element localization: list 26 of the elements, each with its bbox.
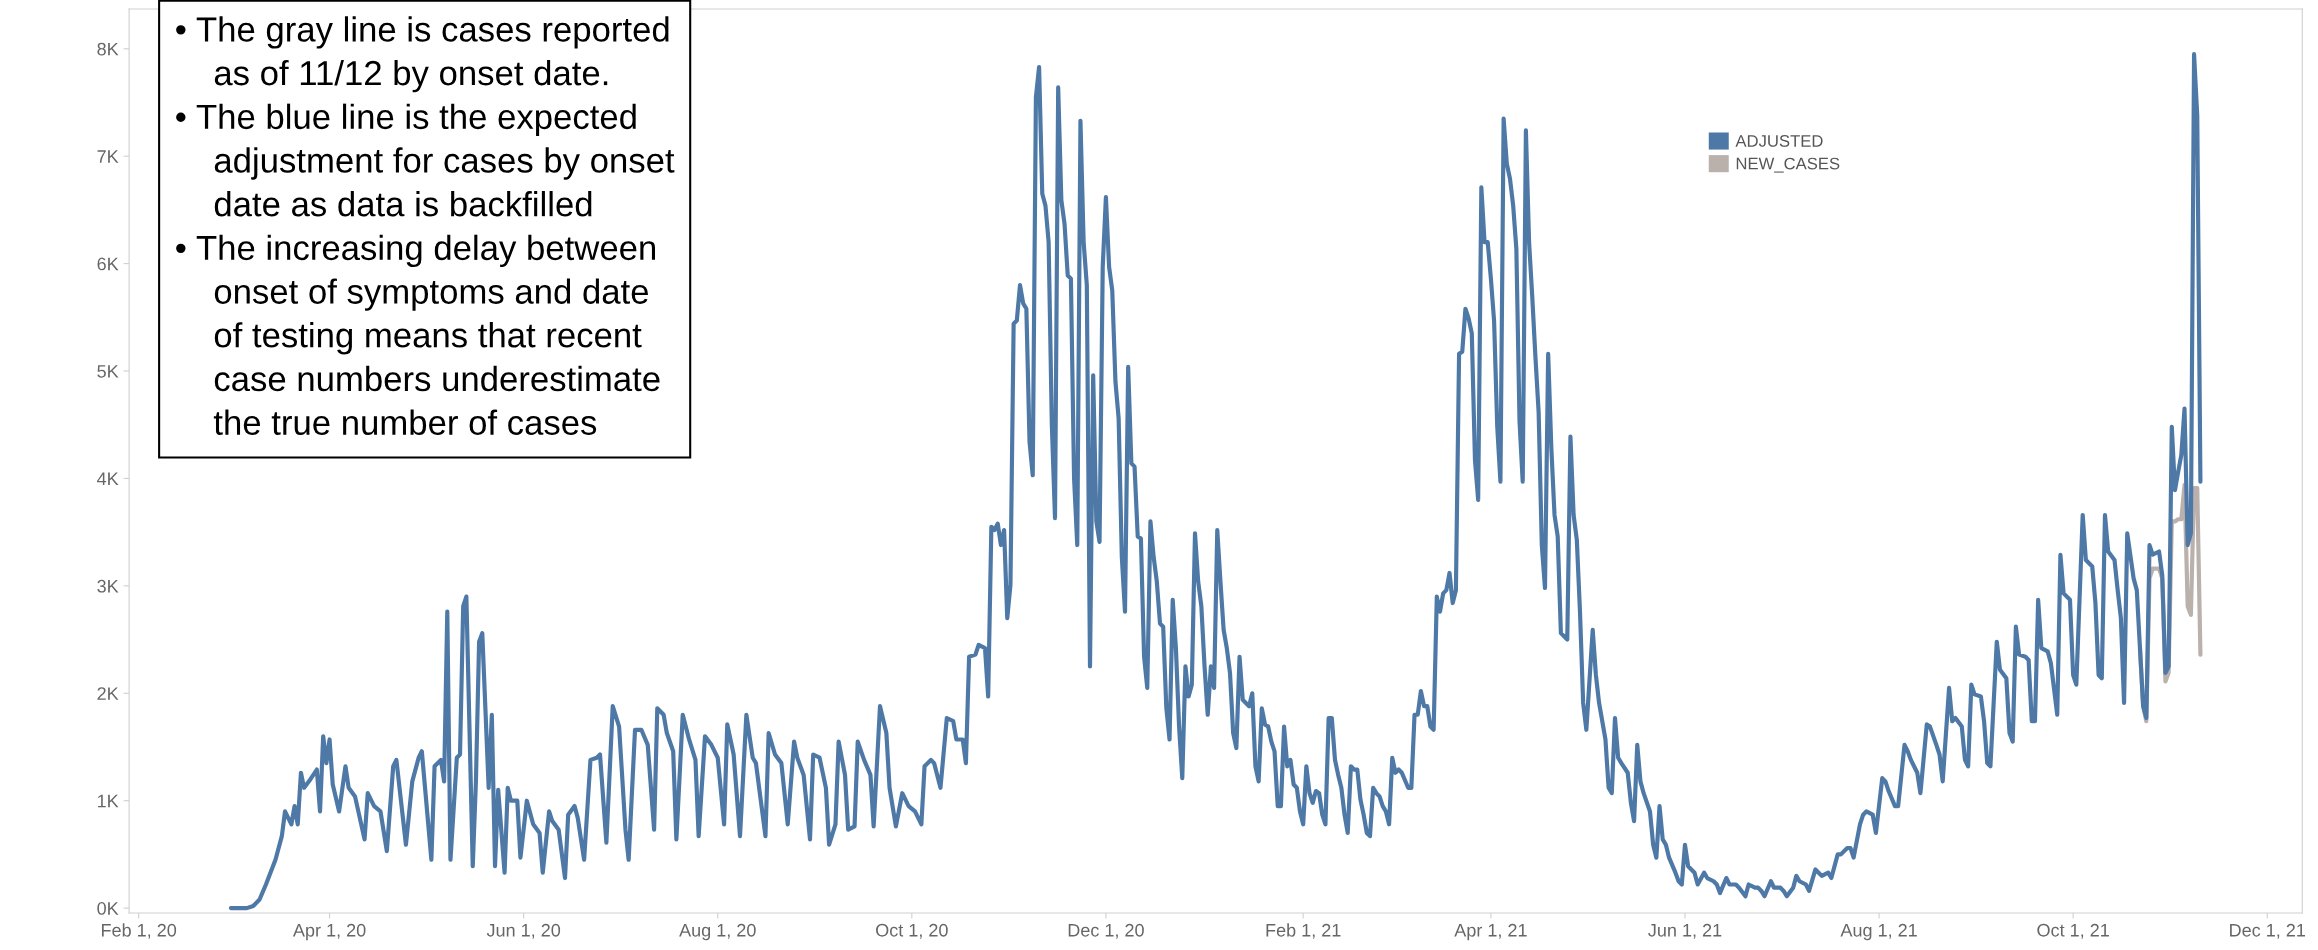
x-tick-label: Apr 1, 21 — [1454, 923, 1527, 941]
annotation: • The blue line is the expected adjustment for cases by onset date as data is backfilled — [176, 103, 675, 217]
annotation: • The gray line is cases reported as of 11/12 by onset date. — [176, 16, 669, 93]
y-tick-label: 2K — [97, 687, 119, 700]
x-tick-label: Jun 1, 21 — [1648, 923, 1722, 939]
x-tick-label: Feb 1, 20 — [102, 923, 177, 939]
x-tick-label: Dec 1, 21 — [2230, 923, 2305, 939]
x-tick-label: Feb 1, 21 — [1266, 923, 1341, 939]
x-tick-label: Apr 1, 20 — [292, 923, 366, 941]
x-tick-label: Oct 1, 20 — [876, 923, 948, 939]
legend-label: NEW_CASES — [1736, 157, 1840, 173]
y-tick-label: 7K — [97, 150, 119, 163]
y-tick-label: 6K — [97, 257, 119, 271]
y-tick-label: 3K — [97, 579, 119, 593]
y-tick-label: 8K — [97, 42, 119, 56]
x-tick-label: Aug 1, 21 — [1840, 923, 1917, 941]
x-tick-label: Aug 1, 20 — [679, 923, 756, 941]
legend-label: ADJUSTED — [1735, 135, 1823, 147]
y-tick-label: 5K — [97, 365, 119, 378]
x-tick-label: Oct 1, 21 — [2037, 923, 2109, 939]
y-tick-label: 0K — [97, 902, 119, 915]
x-tick-label: Dec 1, 20 — [1068, 923, 1144, 939]
annotation: • The increasing delay between onset of symptoms and date of testing means that recent case numbers underestimate the true number of cases — [176, 234, 660, 435]
x-tick-label: Jun 1, 20 — [486, 923, 561, 939]
y-tick-label: 4K — [97, 472, 119, 485]
y-tick-label: 1K — [97, 794, 119, 808]
